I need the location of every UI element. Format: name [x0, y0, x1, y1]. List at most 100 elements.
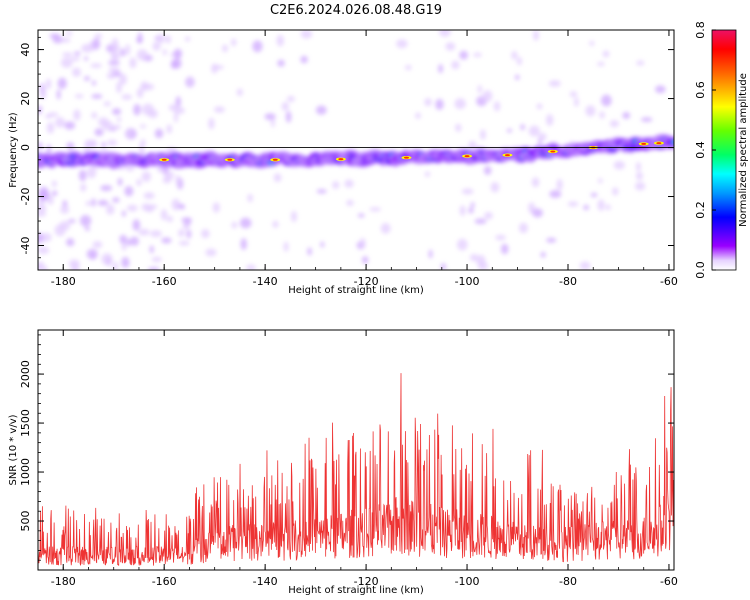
- spectral-speckle: [162, 49, 167, 56]
- spectral-peak-core: [161, 158, 167, 161]
- spectral-speckle: [415, 112, 421, 119]
- spectral-speckle: [495, 234, 506, 241]
- spectral-speckle: [140, 81, 149, 92]
- spectral-speckle: [46, 122, 55, 134]
- spectral-speckle: [100, 184, 113, 192]
- spectral-speckle: [285, 110, 292, 123]
- snr-panel: -180 -160 -140 -120 -100 -80 -60 500 1000 1500 200…: [8, 329, 678, 596]
- spectral-speckle: [369, 207, 382, 212]
- spectral-speckle: [113, 124, 121, 130]
- spectral-speckle: [456, 238, 468, 251]
- spectral-speckle: [124, 185, 134, 197]
- spectral-speckle: [185, 36, 191, 42]
- spectral-speckle: [147, 266, 160, 270]
- spectral-speckle: [55, 117, 65, 128]
- spectral-speckle: [165, 35, 172, 44]
- spectral-speckle: [62, 200, 68, 207]
- spectral-peak-core: [641, 142, 647, 145]
- spectral-speckle: [601, 94, 612, 107]
- spectral-speckle: [178, 229, 185, 237]
- spectral-speckle: [166, 215, 173, 223]
- spectral-speckle: [240, 238, 247, 250]
- spectral-speckle: [474, 218, 487, 225]
- spectral-speckle: [38, 261, 44, 270]
- spectral-speckle: [283, 241, 289, 252]
- x-tick-label: -80: [559, 575, 577, 588]
- spectral-speckle: [141, 203, 151, 211]
- spectral-speckle: [247, 193, 253, 203]
- spectral-speckle: [65, 31, 73, 36]
- spectral-speckle: [38, 105, 43, 113]
- spectral-speckle: [174, 106, 185, 115]
- spectral-ridge-blob: [672, 141, 674, 144]
- spectral-speckle: [473, 52, 482, 58]
- spectral-speckle: [332, 181, 340, 190]
- spectral-speckle: [424, 98, 432, 107]
- spectral-speckle: [300, 55, 308, 64]
- spectral-speckle: [136, 37, 143, 43]
- spectral-speckle: [81, 44, 93, 53]
- spectral-speckle: [622, 112, 631, 119]
- spectral-speckle: [316, 189, 327, 194]
- spectral-speckle: [107, 139, 118, 146]
- spectral-speckle: [516, 56, 522, 66]
- spectral-speckle: [78, 169, 87, 182]
- colorbar-tick-label: 0.8: [694, 21, 707, 39]
- spectral-speckle: [84, 226, 90, 231]
- y-tick-label: 1500: [19, 409, 32, 437]
- spectral-speckle: [569, 91, 578, 98]
- spectral-speckle: [108, 66, 121, 73]
- spectral-speckle: [428, 249, 433, 259]
- spectral-speckle: [612, 187, 619, 196]
- spectral-speckle: [451, 60, 460, 70]
- spectrogram-frame: [37, 29, 675, 271]
- spectral-speckle: [344, 179, 354, 188]
- spectral-speckle: [143, 192, 155, 200]
- x-tick-label: -60: [660, 275, 678, 288]
- colorbar-label: Normalized spectral amplitude: [738, 73, 749, 227]
- spectral-speckle: [130, 236, 139, 246]
- spectral-speckle: [222, 44, 229, 53]
- spectral-speckle: [54, 224, 66, 237]
- spectral-speckle: [500, 243, 509, 255]
- spectral-speckle: [141, 171, 152, 182]
- spectral-speckle: [590, 192, 598, 198]
- spectral-speckle: [231, 221, 238, 229]
- snr-ticks: -180 -160 -140 -120 -100 -80 -60 500 1000 1500 200…: [19, 330, 678, 588]
- spectral-peak-core: [656, 142, 662, 145]
- spectral-speckle: [94, 33, 103, 39]
- spectral-speckle: [85, 201, 92, 206]
- spectral-speckle: [470, 202, 475, 208]
- spectral-speckle: [655, 85, 666, 94]
- spectral-speckle: [484, 212, 493, 220]
- spectral-speckle: [56, 89, 61, 100]
- spectral-speckle: [66, 238, 75, 247]
- spectral-speckle: [151, 256, 162, 263]
- spectral-speckle: [101, 141, 106, 149]
- spectral-speckle: [132, 219, 141, 231]
- spectral-speckle: [84, 141, 95, 149]
- spectral-speckle: [236, 88, 243, 97]
- spectral-speckle: [38, 190, 50, 202]
- spectral-speckle: [133, 103, 141, 116]
- spectral-speckle: [454, 98, 466, 110]
- figure-title: C2E6.2024.026.08.48.G19: [270, 3, 442, 18]
- spectral-speckle: [175, 174, 180, 187]
- spectral-speckle: [532, 208, 543, 218]
- spectral-speckle: [87, 166, 97, 179]
- spectral-speckle: [361, 256, 369, 264]
- spectral-speckle: [252, 40, 263, 53]
- spectral-speckle: [518, 222, 528, 234]
- spectral-speckle: [531, 177, 540, 188]
- spectral-speckle: [126, 127, 132, 140]
- spectral-speckle: [546, 114, 554, 126]
- spectral-peak-core: [550, 150, 556, 153]
- spectral-speckle: [468, 207, 474, 214]
- colorbar-tick-label: 0.6: [694, 81, 707, 99]
- spectral-speckle: [40, 89, 47, 100]
- spectral-speckle: [540, 251, 546, 258]
- spectral-speckle: [106, 204, 115, 215]
- x-tick-label: -180: [51, 575, 76, 588]
- spectral-speckle: [49, 33, 61, 39]
